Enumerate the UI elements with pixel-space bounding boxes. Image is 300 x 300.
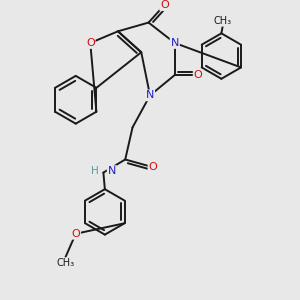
Text: CH₃: CH₃ (56, 258, 75, 268)
Text: O: O (160, 0, 169, 10)
Text: O: O (86, 38, 95, 48)
Text: O: O (71, 229, 80, 239)
Text: H: H (91, 166, 99, 176)
Text: CH₃: CH₃ (214, 16, 232, 26)
Text: O: O (194, 70, 203, 80)
Text: N: N (171, 38, 179, 48)
Text: N: N (108, 166, 116, 176)
Text: O: O (148, 162, 157, 172)
Text: N: N (146, 90, 154, 100)
